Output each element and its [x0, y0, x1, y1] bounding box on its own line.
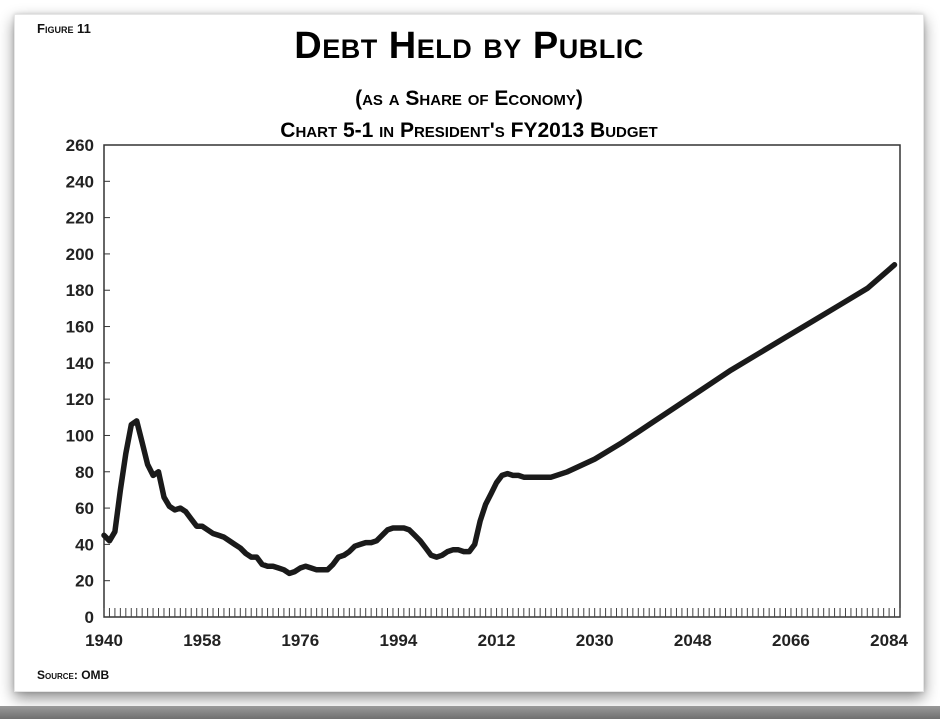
- y-tick-label: 220: [66, 209, 94, 228]
- chart-title: Debt Held by Public: [294, 25, 644, 67]
- y-tick-label: 100: [66, 426, 94, 445]
- x-tick-label: 2066: [772, 631, 810, 650]
- chart-subtitle-source: Chart 5-1 in President's FY2013 Budget: [280, 119, 658, 142]
- y-tick-label: 0: [85, 608, 94, 627]
- y-tick-label: 180: [66, 281, 94, 300]
- source-note: Source: OMB: [37, 668, 110, 682]
- y-tick-label: 200: [66, 245, 94, 264]
- x-tick-label: 2048: [674, 631, 712, 650]
- y-tick-label: 260: [66, 136, 94, 155]
- x-tick-label: 2084: [870, 631, 908, 650]
- y-tick-label: 160: [66, 318, 94, 337]
- x-tick-label: 1940: [85, 631, 123, 650]
- x-axis: 1940 1958 1976 1994 2012 2030 2048 2066 2084: [85, 631, 908, 650]
- chart-subtitle: (as a Share of Economy): [355, 87, 583, 110]
- x-tick-label: 2012: [478, 631, 516, 650]
- y-tick-label: 40: [75, 535, 94, 554]
- x-tick-label: 1958: [183, 631, 221, 650]
- x-tick-label: 2030: [576, 631, 614, 650]
- x-tick-label: 1976: [281, 631, 319, 650]
- y-tick-label: 60: [75, 499, 94, 518]
- figure-card: Figure 11 Debt Held by Public (as a Shar…: [14, 14, 924, 692]
- y-axis: 0 20 40 60 80 100 120 140 160 180 200 220 240 260: [66, 136, 110, 627]
- y-tick-label: 140: [66, 354, 94, 373]
- y-tick-label: 120: [66, 390, 94, 409]
- series-line-debt-share: [101, 262, 898, 577]
- y-tick-label: 80: [75, 463, 94, 482]
- plot-area: [103, 144, 901, 618]
- bottom-shadow-bar: [0, 706, 940, 719]
- x-tick-label: 1994: [379, 631, 417, 650]
- x-minor-ticks: [103, 608, 901, 617]
- figure-label: Figure 11: [37, 21, 91, 36]
- y-tick-label: 240: [66, 172, 94, 191]
- y-tick-label: 20: [75, 572, 94, 591]
